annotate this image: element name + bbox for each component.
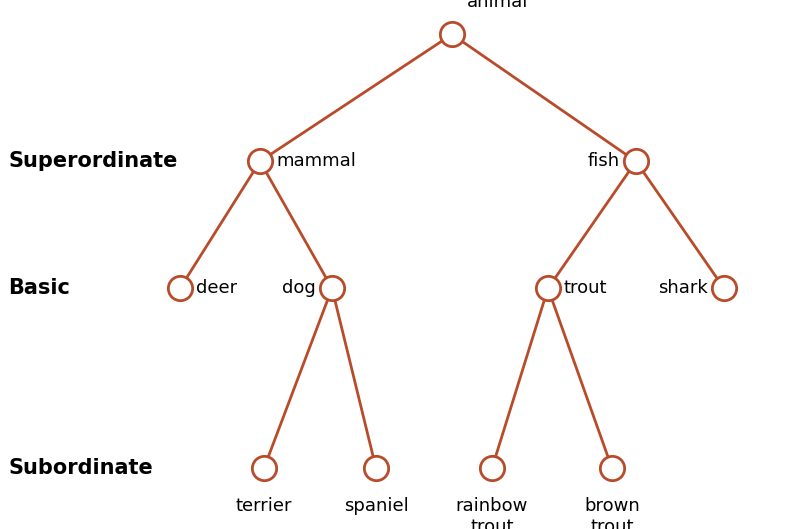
Point — [630, 157, 642, 166]
Text: brown
trout: brown trout — [584, 497, 640, 529]
Text: terrier: terrier — [236, 497, 292, 515]
Text: rainbow
trout: rainbow trout — [456, 497, 528, 529]
Text: trout: trout — [564, 279, 607, 297]
Text: deer: deer — [196, 279, 237, 297]
Text: animal: animal — [466, 0, 528, 11]
Text: fish: fish — [588, 152, 620, 170]
Point — [606, 464, 618, 472]
Point — [258, 464, 270, 472]
Point — [326, 284, 338, 293]
Point — [370, 464, 382, 472]
Text: mammal: mammal — [276, 152, 356, 170]
Text: dog: dog — [282, 279, 316, 297]
Text: Superordinate: Superordinate — [8, 151, 178, 171]
Text: Subordinate: Subordinate — [8, 458, 153, 478]
Point — [486, 464, 498, 472]
Point — [254, 157, 266, 166]
Text: shark: shark — [658, 279, 708, 297]
Point — [174, 284, 186, 293]
Point — [542, 284, 554, 293]
Point — [446, 30, 458, 39]
Text: spaniel: spaniel — [344, 497, 408, 515]
Point — [718, 284, 730, 293]
Text: Basic: Basic — [8, 278, 70, 298]
